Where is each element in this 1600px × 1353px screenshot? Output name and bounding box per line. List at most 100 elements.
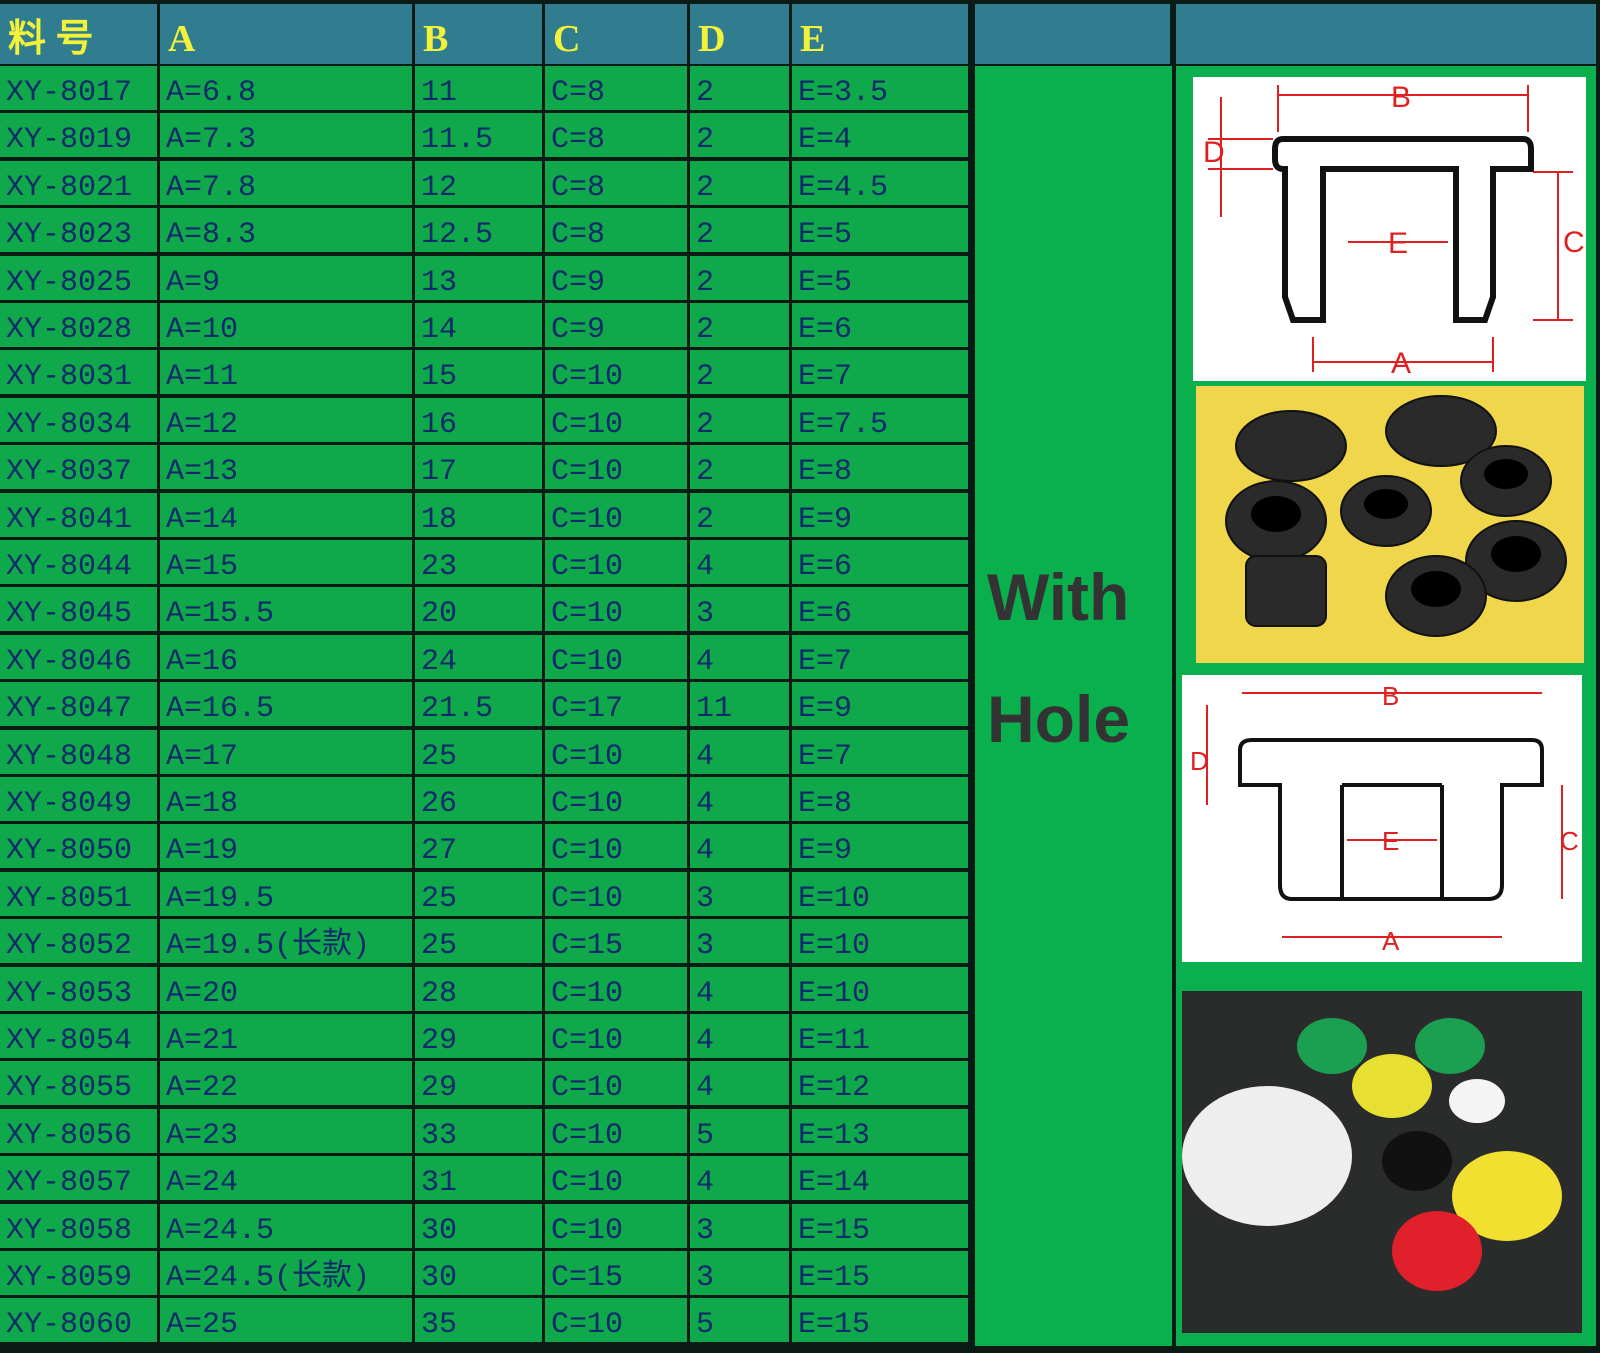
cell-d: 2 <box>690 255 792 300</box>
cell-d: 2 <box>690 350 792 395</box>
header-b: B <box>415 4 545 64</box>
cell-d: 11 <box>690 682 792 727</box>
cell-e: E=9 <box>792 492 971 537</box>
cell-c: C=10 <box>545 729 690 774</box>
cell-e: E=13 <box>792 1108 971 1153</box>
cell-b: 25 <box>415 919 545 964</box>
table-row: XY-8046 A=16 24 C=10 4 E=7 <box>0 634 971 681</box>
table-row: XY-8058 A=24.5 30 C=10 3 E=15 <box>0 1203 971 1250</box>
cell-d: 4 <box>690 729 792 774</box>
cell-d: 2 <box>690 160 792 205</box>
cell-d: 4 <box>690 634 792 679</box>
cell-b: 33 <box>415 1108 545 1153</box>
cell-b: 17 <box>415 445 545 490</box>
diagram-hollow-plug: B A E C D <box>1182 675 1582 962</box>
cell-part-no: XY-8034 <box>0 397 160 442</box>
diagram-blind-plug: B A E C D <box>1193 77 1586 381</box>
cell-d: 4 <box>690 1014 792 1058</box>
cell-e: E=15 <box>792 1251 971 1295</box>
cell-c: C=9 <box>545 303 690 347</box>
table-row: XY-8050 A=19 27 C=10 4 E=9 <box>0 824 971 870</box>
cell-c: C=10 <box>545 1203 690 1248</box>
cell-part-no: XY-8025 <box>0 255 160 300</box>
cell-part-no: XY-8053 <box>0 966 160 1011</box>
table-row: XY-8025 A=9 13 C=9 2 E=5 <box>0 255 971 302</box>
dim-c-label: C <box>1563 226 1585 259</box>
cell-part-no: XY-8058 <box>0 1203 160 1248</box>
cell-b: 28 <box>415 966 545 1011</box>
cell-d: 5 <box>690 1108 792 1153</box>
cell-c: C=10 <box>545 587 690 632</box>
dim-b-label-2: B <box>1382 681 1399 711</box>
photo-black-plugs <box>1196 386 1584 663</box>
cell-c: C=8 <box>545 113 690 158</box>
cell-part-no: XY-8044 <box>0 540 160 584</box>
cell-e: E=10 <box>792 966 971 1011</box>
cell-e: E=7 <box>792 729 971 774</box>
cell-part-no: XY-8021 <box>0 160 160 205</box>
cell-c: C=15 <box>545 919 690 964</box>
cell-c: C=10 <box>545 1014 690 1058</box>
cell-c: C=10 <box>545 1108 690 1153</box>
cell-b: 11.5 <box>415 113 545 158</box>
table-row: XY-8049 A=18 26 C=10 4 E=8 <box>0 777 971 823</box>
cell-e: E=9 <box>792 824 971 869</box>
table-row: XY-8054 A=21 29 C=10 4 E=11 <box>0 1014 971 1060</box>
cell-c: C=9 <box>545 255 690 300</box>
cell-c: C=10 <box>545 634 690 679</box>
cell-e: E=7.5 <box>792 397 971 442</box>
cell-part-no: XY-8045 <box>0 587 160 632</box>
header-d: D <box>690 4 792 64</box>
cell-a: A=15 <box>160 540 415 584</box>
table-row: XY-8057 A=24 31 C=10 4 E=14 <box>0 1156 971 1202</box>
cell-b: 20 <box>415 587 545 632</box>
cell-e: E=7 <box>792 350 971 395</box>
cell-part-no: XY-8059 <box>0 1251 160 1295</box>
cell-d: 4 <box>690 824 792 869</box>
cell-a: A=6.8 <box>160 66 415 110</box>
cell-d: 3 <box>690 587 792 632</box>
table-row: XY-8019 A=7.3 11.5 C=8 2 E=4 <box>0 113 971 159</box>
cell-e: E=8 <box>792 445 971 490</box>
cell-a: A=19.5 <box>160 871 415 916</box>
cell-b: 13 <box>415 255 545 300</box>
cell-a: A=7.8 <box>160 160 415 205</box>
cell-a: A=25 <box>160 1298 415 1343</box>
cell-e: E=7 <box>792 634 971 679</box>
cell-a: A=9 <box>160 255 415 300</box>
cell-b: 31 <box>415 1156 545 1201</box>
cell-b: 30 <box>415 1251 545 1295</box>
cell-a: A=23 <box>160 1108 415 1153</box>
cell-a: A=8.3 <box>160 208 415 253</box>
cell-b: 21.5 <box>415 682 545 727</box>
cell-part-no: XY-8028 <box>0 303 160 347</box>
cell-b: 29 <box>415 1061 545 1106</box>
cell-d: 2 <box>690 492 792 537</box>
cell-a: A=13 <box>160 445 415 490</box>
cell-part-no: XY-8047 <box>0 682 160 727</box>
cell-d: 4 <box>690 1061 792 1106</box>
cell-b: 18 <box>415 492 545 537</box>
cell-b: 11 <box>415 66 545 110</box>
cell-part-no: XY-8048 <box>0 729 160 774</box>
table-row: XY-8017 A=6.8 11 C=8 2 E=3.5 <box>0 66 971 112</box>
cell-b: 23 <box>415 540 545 584</box>
table-row: XY-8048 A=17 25 C=10 4 E=7 <box>0 729 971 776</box>
cell-part-no: XY-8050 <box>0 824 160 869</box>
with-hole-column: With Hole <box>975 66 1172 1346</box>
cell-a: A=19.5(长款) <box>160 919 415 964</box>
cell-c: C=8 <box>545 208 690 253</box>
cell-a: A=17 <box>160 729 415 774</box>
dim-b-label: B <box>1391 81 1411 114</box>
cell-c: C=10 <box>545 397 690 442</box>
cell-b: 29 <box>415 1014 545 1058</box>
cell-d: 5 <box>690 1298 792 1343</box>
cell-e: E=15 <box>792 1298 971 1343</box>
header-c: C <box>545 4 690 64</box>
dim-a-label: A <box>1391 347 1411 380</box>
cell-d: 3 <box>690 1251 792 1295</box>
cell-part-no: XY-8060 <box>0 1298 160 1343</box>
cell-b: 27 <box>415 824 545 869</box>
cell-c: C=10 <box>545 445 690 490</box>
table-row: XY-8034 A=12 16 C=10 2 E=7.5 <box>0 397 971 444</box>
